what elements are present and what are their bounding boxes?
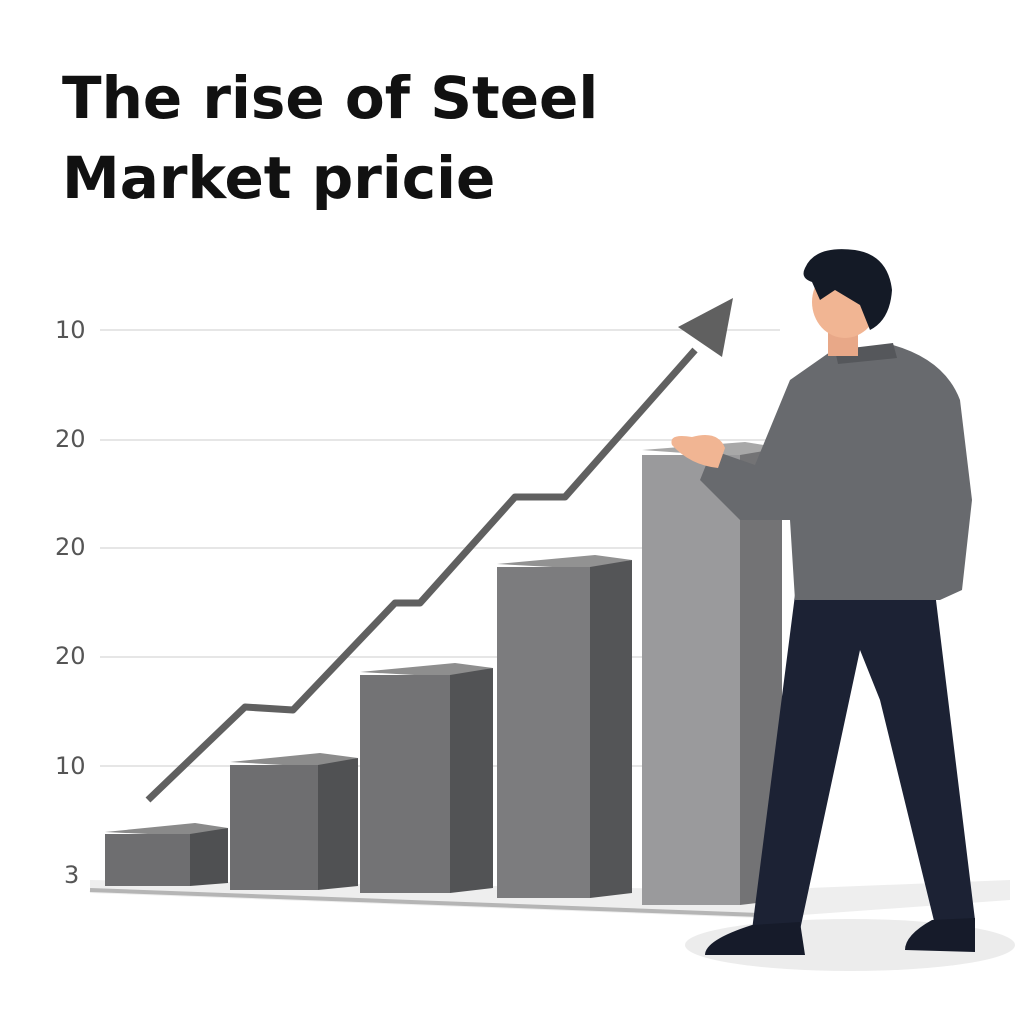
axis-label: 3 <box>64 861 79 889</box>
axis-label: 10 <box>55 752 86 780</box>
axis-label: 20 <box>55 533 86 561</box>
bars <box>105 442 782 905</box>
title-line: The rise of Steel <box>62 64 598 132</box>
axis-label: 10 <box>55 316 86 344</box>
title-line: Market pricie <box>62 144 495 212</box>
person <box>671 249 975 955</box>
axis-label: 20 <box>55 425 86 453</box>
arrow-head <box>678 298 733 357</box>
axis-label: 20 <box>55 642 86 670</box>
baseline <box>89 888 761 917</box>
trend-arrow <box>145 347 698 803</box>
axis-labels: 10 20 20 20 10 3 <box>55 316 86 889</box>
